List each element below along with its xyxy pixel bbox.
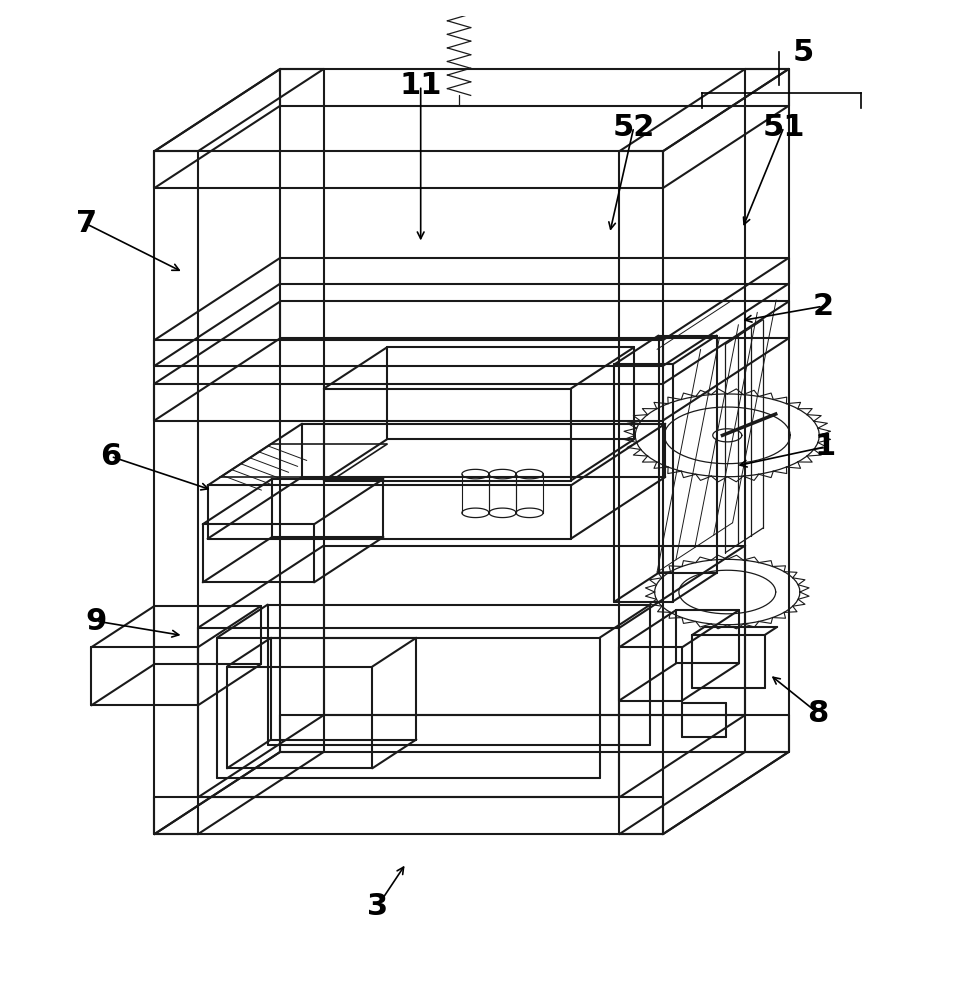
Text: 1: 1	[815, 432, 836, 461]
Text: 2: 2	[812, 292, 833, 321]
Text: 6: 6	[100, 442, 121, 471]
Text: 3: 3	[366, 892, 388, 921]
Text: 7: 7	[76, 209, 97, 238]
Text: 8: 8	[807, 699, 828, 728]
Text: 9: 9	[86, 607, 106, 636]
Text: 52: 52	[613, 113, 655, 142]
Text: 11: 11	[400, 71, 442, 100]
Text: 51: 51	[763, 113, 805, 142]
Text: 5: 5	[792, 38, 814, 67]
